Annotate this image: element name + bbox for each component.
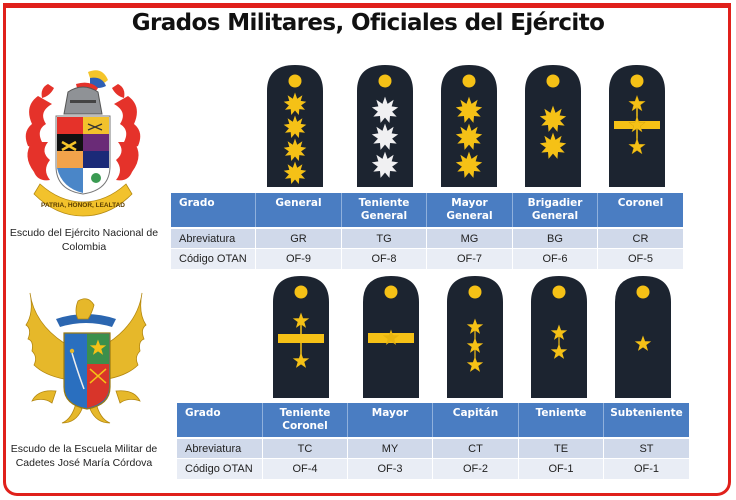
shoulder-board-teniente-coronel <box>273 276 329 398</box>
table-cell: TC <box>263 437 348 458</box>
button-icon <box>378 74 392 88</box>
table-cell: OF-9 <box>256 248 342 269</box>
table-cell: OF-5 <box>598 248 683 269</box>
military-school-coat-of-arms <box>25 292 147 424</box>
table-cell: MG <box>427 227 513 248</box>
table-cell: OF-1 <box>519 458 604 479</box>
row-label: Código OTAN <box>177 458 263 479</box>
column-header: Coronel <box>598 193 683 227</box>
button-icon <box>384 285 398 299</box>
table-row: Código OTAN OF-4 OF-3 OF-2 OF-1 OF-1 <box>177 458 689 479</box>
table-header-row: Grado General Teniente General Mayor Gener… <box>171 193 683 227</box>
button-icon <box>468 285 482 299</box>
shoulder-board-teniente-general <box>357 65 413 187</box>
shoulder-board-mayor <box>363 276 419 398</box>
shoulder-board-brigadier-general <box>525 65 581 187</box>
crest-caption-army: Escudo del Ejército Nacional de Colombia <box>8 226 160 254</box>
column-header: Mayor General <box>427 193 513 227</box>
column-header: Capitán <box>433 403 519 437</box>
table-cell: MY <box>348 437 433 458</box>
column-header: Mayor <box>348 403 433 437</box>
button-icon <box>636 285 650 299</box>
column-header: Grado <box>171 193 256 227</box>
column-header: Teniente General <box>342 193 427 227</box>
shoulder-board-subteniente <box>615 276 671 398</box>
button-icon <box>630 74 644 88</box>
caption-line: Escudo de la Escuela Militar de <box>10 443 158 455</box>
table-cell: OF-4 <box>263 458 348 479</box>
button-icon <box>546 74 560 88</box>
caption-line: Escudo del Ejército Nacional de <box>9 227 159 239</box>
button-icon <box>552 285 566 299</box>
army-coat-of-arms: PATRIA, HONOR, LEALTAD <box>25 70 141 217</box>
table-cell: OF-3 <box>348 458 433 479</box>
page-title: Grados Militares, Oficiales del Ejército <box>131 10 605 36</box>
column-header: Subteniente <box>604 403 689 437</box>
crest-motto: PATRIA, HONOR, LEALTAD <box>41 202 125 209</box>
button-icon <box>294 285 308 299</box>
caption-line: Cadetes José María Córdova <box>15 457 153 469</box>
shoulder-board-capitan <box>447 276 503 398</box>
table-cell: OF-8 <box>342 248 427 269</box>
shoulder-board-coronel <box>609 65 665 187</box>
table-cell: OF-1 <box>604 458 689 479</box>
shoulder-board-general <box>267 65 323 187</box>
caption-line: Colombia <box>61 241 107 253</box>
table-cell: GR <box>256 227 342 248</box>
table-cell: BG <box>513 227 598 248</box>
column-header: Grado <box>177 403 263 437</box>
row-label: Abreviatura <box>177 437 263 458</box>
button-icon <box>288 74 302 88</box>
column-header: Teniente <box>519 403 604 437</box>
shoulder-board-mayor-general <box>441 65 497 187</box>
row-label: Abreviatura <box>171 227 256 248</box>
table-cell: CT <box>433 437 519 458</box>
row-label: Código OTAN <box>171 248 256 269</box>
table-header-row: Grado Teniente Coronel Mayor Capitán Teni… <box>177 403 689 437</box>
table-cell: OF-6 <box>513 248 598 269</box>
button-icon <box>462 74 476 88</box>
table-cell: TE <box>519 437 604 458</box>
table-cell: OF-7 <box>427 248 513 269</box>
shoulder-board-teniente <box>531 276 587 398</box>
rank-table-officers: Grado Teniente Coronel Mayor Capitán Teni… <box>177 403 689 479</box>
rank-table-generals: Grado General Teniente General Mayor Gener… <box>171 193 683 269</box>
table-row: Abreviatura GR TG MG BG CR <box>171 227 683 248</box>
table-cell: OF-2 <box>433 458 519 479</box>
table-cell: CR <box>598 227 683 248</box>
crest-caption-school: Escudo de la Escuela Militar de Cadetes … <box>8 442 160 470</box>
column-header: Teniente Coronel <box>263 403 348 437</box>
rank-bar <box>278 334 324 343</box>
column-header: Brigadier General <box>513 193 598 227</box>
table-cell: ST <box>604 437 689 458</box>
table-row: Código OTAN OF-9 OF-8 OF-7 OF-6 OF-5 <box>171 248 683 269</box>
table-cell: TG <box>342 227 427 248</box>
table-row: Abreviatura TC MY CT TE ST <box>177 437 689 458</box>
column-header: General <box>256 193 342 227</box>
